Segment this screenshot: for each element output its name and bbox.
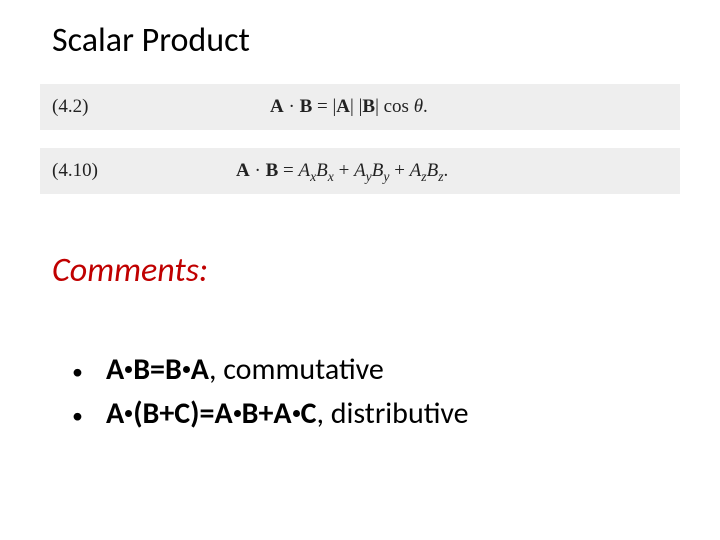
- bullet-content-1: AB=BA, commutative: [106, 348, 384, 392]
- equation-block-1: (4.2) A · B = |A| |B| cos θ.: [40, 84, 680, 130]
- bullet-item-1: • AB=BA, commutative: [72, 348, 469, 392]
- equation-block-2: (4.10) A · B = AxBx + AyBy + AzBz.: [40, 148, 680, 194]
- bullet-sep-2: ,: [316, 395, 330, 432]
- bullet-formula-1: AB=BA: [106, 351, 209, 388]
- bullet-item-2: • A(B+C)=AB+AC, distributive: [72, 392, 469, 436]
- equation-number-1: (4.2): [52, 96, 88, 118]
- slide-title: Scalar Product: [52, 20, 250, 61]
- bullet-word-1: commutative: [223, 351, 384, 388]
- bullet-marker: •: [72, 395, 106, 432]
- bullet-sep-1: ,: [209, 351, 223, 388]
- equation-formula-1: A · B = |A| |B| cos θ.: [270, 96, 428, 118]
- bullet-word-2: distributive: [331, 395, 469, 432]
- equation-formula-2: A · B = AxBx + AyBy + AzBz.: [236, 160, 448, 185]
- bullet-marker: •: [72, 351, 106, 388]
- bullet-list: • AB=BA, commutative • A(B+C)=AB+AC, dis…: [72, 348, 469, 435]
- bullet-formula-2: A(B+C)=AB+AC: [106, 395, 316, 432]
- bullet-content-2: A(B+C)=AB+AC, distributive: [106, 392, 469, 436]
- equation-number-2: (4.10): [52, 160, 98, 182]
- comments-heading: Comments:: [52, 250, 208, 291]
